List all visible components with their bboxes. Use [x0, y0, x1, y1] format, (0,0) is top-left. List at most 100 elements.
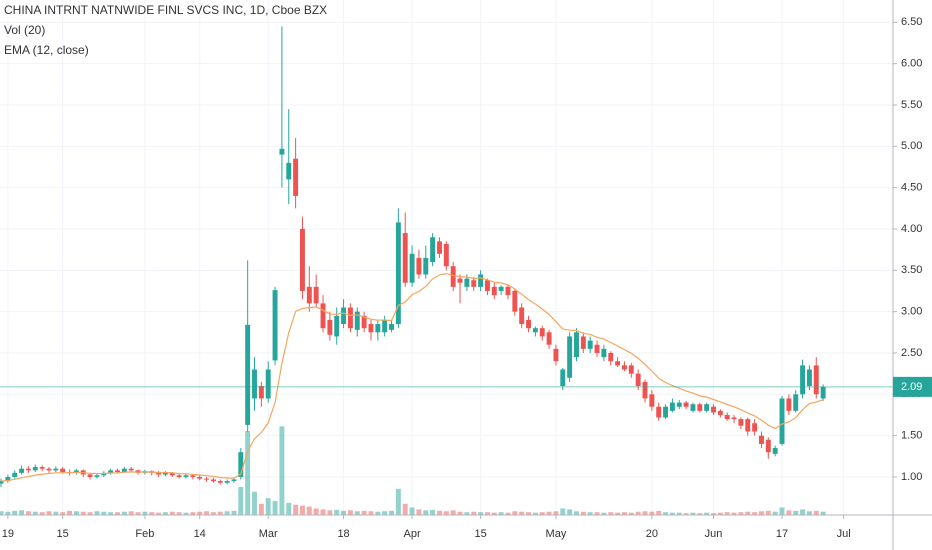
candle-body	[409, 253, 415, 283]
candle-body	[190, 475, 196, 477]
volume-bar	[210, 512, 216, 515]
last-price-label: 2.09	[901, 381, 922, 393]
volume-bar	[279, 426, 285, 515]
volume-bar	[704, 512, 710, 515]
axes: 1.001.502.002.503.003.504.004.505.005.50…	[2, 16, 932, 540]
last-price-box	[893, 376, 932, 397]
candle-body	[252, 369, 257, 399]
volume-bar	[286, 502, 292, 515]
volume-bar	[738, 512, 744, 515]
candle-body	[341, 307, 347, 325]
candle-body	[245, 324, 251, 425]
volume-bar	[471, 511, 477, 515]
candle-body	[711, 406, 716, 413]
chart-title: CHINA INTRNT NATNWIDE FINL SVCS INC, 1D,…	[4, 3, 327, 17]
volume-bar	[491, 512, 497, 515]
candle-body	[169, 472, 175, 476]
volume-bar	[642, 511, 648, 515]
volume-bar	[772, 511, 778, 515]
candle-body	[53, 468, 59, 471]
volume-bar	[389, 510, 394, 515]
volume-bar	[108, 512, 114, 515]
y-tick-label: 1.50	[901, 430, 922, 442]
candle-body	[361, 315, 367, 329]
volume-bar	[601, 512, 607, 515]
candle-body	[354, 311, 360, 330]
volume-bar	[361, 510, 367, 515]
candle-body	[628, 365, 634, 374]
volume-bar	[628, 512, 634, 515]
volume-bar	[526, 512, 532, 515]
candle-body	[457, 278, 463, 283]
y-tick-label: 3.50	[901, 264, 922, 276]
candle-body	[813, 365, 819, 395]
volume-bar	[60, 512, 66, 515]
volume-bar	[320, 509, 326, 515]
x-tick-label: Jun	[705, 528, 723, 540]
volume-bar	[457, 511, 463, 515]
volume-bar	[731, 512, 737, 515]
candle-body	[546, 332, 552, 345]
x-tick-label: Feb	[135, 528, 154, 540]
volume-bar	[553, 511, 559, 515]
volume-bar	[423, 510, 429, 515]
candle-body	[752, 423, 758, 432]
candle-body	[183, 475, 189, 477]
volume-bar	[5, 511, 11, 515]
candle-body	[491, 286, 497, 296]
candle-body	[279, 148, 285, 155]
candle-body	[293, 158, 299, 196]
candle-body	[231, 479, 237, 482]
candle-body	[32, 467, 38, 471]
volume-bar	[663, 512, 669, 515]
volume-bar	[245, 431, 251, 515]
candle-body	[368, 324, 374, 333]
candle-body	[587, 340, 593, 349]
volume-bar	[39, 512, 45, 515]
candle-body	[553, 348, 559, 362]
candle-body	[162, 472, 168, 475]
candle-body	[580, 336, 586, 349]
candle-body	[12, 472, 18, 477]
volume-bar	[676, 512, 682, 515]
volume-bar	[32, 511, 38, 515]
candle-body	[450, 266, 456, 287]
volume-bar	[656, 510, 662, 515]
volume-bar	[142, 511, 148, 515]
volume-bar	[73, 511, 79, 515]
volume-bar	[135, 512, 141, 515]
candle-body	[402, 233, 408, 283]
volume-bar	[711, 513, 716, 515]
volume-bar	[443, 511, 449, 515]
candle-body	[87, 474, 93, 477]
candle-body	[94, 475, 100, 477]
candle-body	[519, 307, 525, 325]
candle-body	[484, 280, 490, 291]
candle-body	[717, 410, 723, 415]
volume-bar	[793, 510, 799, 515]
candle-body	[793, 394, 799, 411]
volume-bar	[224, 511, 230, 515]
volume-bar	[615, 512, 621, 515]
volume-bar	[347, 510, 353, 515]
volume-bar	[53, 511, 59, 515]
volume-legend: Vol (20)	[4, 23, 45, 37]
x-tick-label: 19	[2, 528, 14, 540]
candle-body	[471, 280, 477, 287]
y-tick-label: 6.00	[901, 58, 922, 70]
candle-body	[437, 241, 442, 254]
volume-bar	[94, 511, 100, 515]
candle-body	[635, 373, 641, 387]
x-tick-label: May	[546, 528, 567, 540]
y-tick-label: 4.00	[901, 223, 922, 235]
x-tick-label: 20	[646, 528, 658, 540]
candle-body	[656, 406, 662, 418]
ema-line	[0, 272, 824, 482]
candle-body	[265, 369, 271, 399]
volume-bar	[115, 512, 120, 515]
volume-pane	[0, 426, 826, 515]
volume-bar	[539, 512, 545, 515]
candle-body	[745, 419, 751, 432]
candle-body	[512, 290, 518, 312]
volume-bar	[697, 513, 703, 515]
